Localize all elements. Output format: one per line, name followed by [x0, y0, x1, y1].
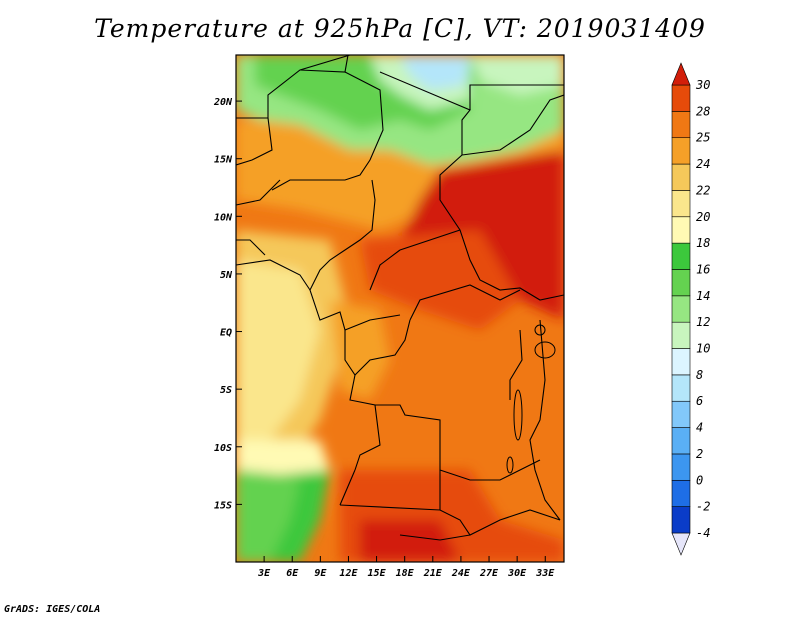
y-tick-label: 15N	[214, 155, 233, 166]
colorbar-label: 18	[696, 236, 710, 250]
axis-ticks: 3E 6E 9E 12E 15E 18E 21E 24E 27E 30E 33E 20N 15N 10N 5…	[213, 97, 555, 579]
y-tick-label: 20N	[213, 97, 233, 108]
colorbar-swatch	[671, 427, 691, 455]
y-tick-label: 5N	[220, 270, 233, 281]
x-tick-label: 30E	[507, 568, 527, 579]
colorbar-swatch	[671, 295, 691, 323]
x-tick-label: 21E	[423, 568, 443, 579]
colorbar-label: 14	[696, 289, 710, 303]
colorbar-swatch	[671, 374, 691, 402]
colorbar-swatch	[671, 400, 691, 428]
colorbar-label: 24	[696, 157, 710, 171]
colorbar-swatch	[671, 242, 691, 270]
colorbar-label: -2	[696, 500, 710, 514]
colorbar-swatch	[671, 137, 691, 165]
colorbar-swatch	[671, 163, 691, 191]
y-tick-label: 10N	[214, 212, 233, 223]
colorbar-label: 25	[696, 131, 710, 145]
x-tick-label: 9E	[314, 568, 327, 579]
colorbar-swatch	[671, 190, 691, 218]
colorbar-swatch	[671, 453, 691, 481]
colorbar-label: 8	[696, 368, 703, 382]
colorbar-label: 6	[696, 394, 703, 408]
colorbar-swatch	[671, 321, 691, 349]
x-tick-label: 3E	[257, 568, 271, 579]
colorbar-label: 20	[696, 210, 710, 224]
colorbar-swatch	[671, 111, 691, 139]
x-tick-label: 27E	[479, 568, 499, 579]
y-tick-label: EQ	[220, 328, 232, 339]
y-tick-label: 15S	[214, 500, 232, 511]
colorbar-label: 28	[696, 104, 710, 118]
colorbar-swatch	[671, 479, 691, 507]
colorbar-label: -4	[696, 526, 710, 540]
colorbar-label: 30	[695, 78, 710, 92]
map-frame	[235, 54, 565, 563]
x-tick-label: 15E	[368, 568, 387, 579]
colorbar-max-arrow	[671, 62, 691, 86]
colorbar-label: 4	[696, 421, 703, 435]
x-tick-label: 33E	[535, 568, 555, 579]
colorbar-label: 2	[696, 447, 703, 461]
country-boundaries	[236, 55, 564, 541]
x-tick-label: 18E	[396, 568, 415, 579]
y-tick-label: 5S	[220, 385, 232, 396]
colorbar-label: 0	[696, 473, 703, 487]
grads-footer: GrADS: IGES/COLA	[4, 604, 101, 615]
colorbar-label: 10	[696, 342, 710, 356]
colorbar-min-arrow	[671, 532, 691, 556]
colorbar-label: 22	[696, 183, 710, 197]
colorbar-swatch	[671, 84, 691, 112]
colorbar-label: 12	[696, 315, 710, 329]
colorbar-swatch	[671, 506, 691, 534]
x-tick-label: 12E	[339, 568, 358, 579]
chart-title: Temperature at 925hPa [C], VT: 201903140…	[94, 14, 706, 43]
y-tick-label: 10S	[214, 443, 232, 454]
x-tick-label: 24E	[451, 568, 471, 579]
colorbar-label: 16	[696, 262, 710, 276]
colorbar-swatch	[671, 269, 691, 297]
lake-outlines	[506, 324, 556, 474]
colorbar-swatch	[671, 348, 691, 376]
colorbar-swatch	[671, 216, 691, 244]
x-tick-label: 6E	[286, 568, 299, 579]
temperature-field	[236, 55, 564, 562]
